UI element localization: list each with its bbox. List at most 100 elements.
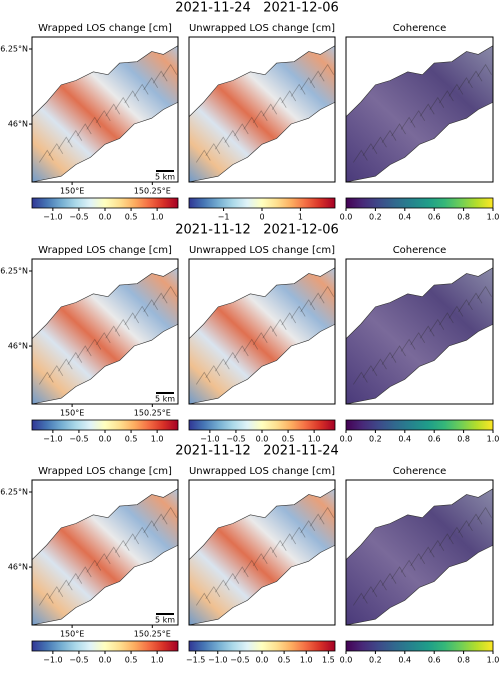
terrain-shade <box>205 143 221 157</box>
terrain-shade <box>214 579 230 593</box>
terrain-shade <box>143 77 159 91</box>
map-frame <box>31 479 179 626</box>
terrain-shade <box>195 371 211 385</box>
terrain-shade <box>439 533 454 547</box>
colorbar-tick-label: 1.0 <box>487 656 500 665</box>
terrain-shade <box>319 506 335 520</box>
terrain-shade <box>372 579 387 593</box>
terrain-shade <box>38 371 54 385</box>
terrain-shade <box>419 103 435 117</box>
terrain-shade <box>353 149 368 163</box>
colorbar <box>31 419 179 431</box>
terrain-shade <box>133 83 149 97</box>
colorbar-tick-label: 0.4 <box>398 656 411 665</box>
terrain-shade <box>309 70 325 84</box>
terrain-shade <box>124 533 140 547</box>
terrain-shade <box>362 586 378 600</box>
terrain-shade <box>439 312 454 326</box>
terrain-shade <box>410 332 426 346</box>
terrain-shade <box>381 572 397 586</box>
colorbar-tick-label: 0.5 <box>125 213 138 222</box>
colorbar-tick-label: 0.5 <box>125 656 138 665</box>
colorbar-tick-label: 1.0 <box>487 213 500 222</box>
x-tick-label: 150.25°E <box>134 630 171 639</box>
scale-bar-label: 5 km <box>155 173 175 182</box>
colorbar <box>188 197 336 209</box>
map-frame <box>345 479 494 626</box>
y-tick-label: 46°N <box>8 120 28 129</box>
terrain-shade <box>224 351 240 365</box>
terrain-shade <box>86 116 102 130</box>
x-tick-label: 150°E <box>60 409 84 418</box>
colorbar-tick-label: 0.0 <box>340 656 353 665</box>
terrain-shade <box>214 358 230 372</box>
terrain-shade <box>400 338 416 352</box>
terrain-shade <box>400 116 416 130</box>
terrain-shade <box>300 77 316 91</box>
terrain-shade <box>76 345 92 359</box>
colorbar-tick-label: 0 <box>259 213 264 222</box>
colorbar-tick-label: 1.0 <box>308 435 321 444</box>
terrain-shade <box>381 129 397 143</box>
terrain-shade <box>252 332 268 346</box>
colorbar-tick-label: 0.0 <box>99 213 112 222</box>
terrain-shade <box>362 365 378 379</box>
y-tick-label: 46°N <box>8 342 28 351</box>
terrain-shade <box>467 513 483 527</box>
row-date-end: 2021-12-06 <box>263 223 339 238</box>
terrain-shade <box>319 63 335 77</box>
x-tick-label: 150°E <box>60 630 84 639</box>
panel-title: Wrapped LOS change [cm] <box>38 466 172 477</box>
colorbar-tick-label: 0.5 <box>278 656 291 665</box>
colorbar <box>188 419 336 431</box>
colorbar-tick-label: −1.0 <box>200 435 219 444</box>
terrain-shade <box>252 553 268 567</box>
terrain-shade <box>114 539 130 553</box>
terrain-shade <box>57 136 73 150</box>
terrain-shade <box>429 318 445 332</box>
terrain-shade <box>262 103 278 117</box>
colorbar-tick-label: −0.5 <box>69 435 88 444</box>
colorbar-tick-label: 0.0 <box>256 656 269 665</box>
colorbar-tick-label: −1.0 <box>43 213 62 222</box>
colorbar <box>188 640 336 652</box>
terrain-shade <box>95 553 111 567</box>
terrain-shade <box>381 351 397 365</box>
terrain-shade <box>271 318 287 332</box>
terrain-shade <box>233 345 249 359</box>
colorbar-tick-label: 0.0 <box>256 435 269 444</box>
terrain-shade <box>458 77 473 91</box>
terrain-shade <box>362 143 378 157</box>
terrain-shade <box>353 592 368 606</box>
terrain-shade <box>290 83 306 97</box>
map-frame <box>188 479 336 626</box>
terrain-shade <box>95 332 111 346</box>
colorbar-tick-label: 0.5 <box>125 435 138 444</box>
scale-bar-label: 5 km <box>155 395 175 404</box>
terrain-shade <box>391 566 406 580</box>
terrain-shade <box>448 83 464 97</box>
colorbar-tick-label: 0.4 <box>398 435 411 444</box>
terrain-shade <box>467 292 483 306</box>
terrain-shade <box>133 305 149 319</box>
terrain-shade <box>76 123 92 137</box>
terrain-shade <box>124 312 140 326</box>
terrain-shade <box>57 358 73 372</box>
terrain-shade <box>309 292 325 306</box>
terrain-shade <box>38 149 54 163</box>
colorbar-tick-label: −0.5 <box>69 656 88 665</box>
colorbar-tick-label: 1.5 <box>322 656 335 665</box>
colorbar-tick-label: 0.6 <box>428 435 441 444</box>
terrain-shade <box>76 566 92 580</box>
terrain-shade <box>319 285 335 299</box>
terrain-shade <box>86 559 102 573</box>
terrain-shade <box>243 338 259 352</box>
terrain-shade <box>391 123 406 137</box>
terrain-shade <box>162 63 178 77</box>
colorbar-tick-label: 0.0 <box>99 656 112 665</box>
terrain-shade <box>419 325 435 339</box>
scale-bar-label: 5 km <box>155 616 175 625</box>
panel-title: Unwrapped LOS change [cm] <box>189 245 335 256</box>
terrain-shade <box>262 325 278 339</box>
terrain-shade <box>290 526 306 540</box>
